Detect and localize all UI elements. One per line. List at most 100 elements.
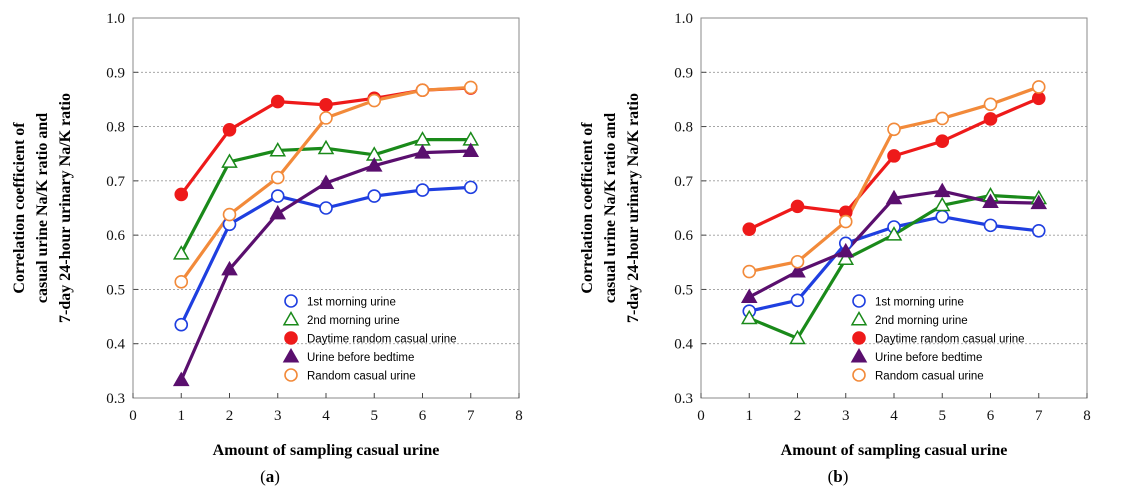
x-tick-label: 4	[890, 408, 898, 424]
x-axis-title: Amount of sampling casual urine	[213, 442, 440, 459]
data-point	[885, 189, 903, 205]
legend-item: Random casual urine	[852, 368, 984, 383]
x-tick-label: 7	[467, 408, 475, 424]
series-markers-4	[172, 142, 480, 387]
y-tick-label: 0.4	[674, 337, 693, 353]
y-axis-title-line: Correlation coefficient of	[11, 122, 28, 294]
data-point	[790, 254, 805, 269]
data-point	[269, 204, 287, 220]
data-point	[885, 226, 903, 241]
y-tick-label: 1.0	[106, 11, 125, 27]
legend-marker	[850, 310, 868, 326]
data-point	[269, 141, 287, 157]
y-tick-label: 0.6	[106, 228, 125, 244]
panel-label: (b)	[828, 467, 849, 486]
series-markers-2	[172, 131, 480, 260]
data-point	[415, 83, 430, 97]
legend-item: Daytime random casual urine	[852, 331, 1025, 346]
legend-marker	[850, 347, 868, 363]
legend-item: Daytime random casual urine	[284, 331, 457, 346]
data-point	[838, 214, 853, 229]
x-tick-label: 2	[794, 408, 802, 424]
x-tick-label: 3	[842, 408, 850, 424]
legend-item: Urine before bedtime	[850, 347, 982, 364]
data-point	[887, 149, 901, 163]
x-tick-label: 6	[987, 408, 995, 424]
data-point	[1031, 80, 1046, 94]
y-tick-label: 0.9	[106, 65, 125, 81]
series-markers-5	[174, 80, 478, 289]
data-point	[221, 153, 238, 168]
legend-marker	[282, 310, 300, 326]
data-point	[270, 189, 285, 203]
data-point	[740, 309, 758, 325]
y-tick-label: 0.7	[674, 174, 693, 190]
x-tick-label: 8	[515, 408, 523, 424]
data-point	[270, 170, 285, 185]
chart-a-svg: 0.3 0.4 0.5 0.6 0.7 0.8 0.9 1.0 0 1 2 3 4 5 6 7 8 1st mor…	[11, 11, 523, 486]
panel-label-open: (	[260, 467, 266, 486]
legend-marker	[284, 331, 298, 345]
chart-panel-b: 0.3 0.4 0.5 0.6 0.7 0.8 0.9 1.0 0 1 2 3 4 5 6 7 8 1st mor…	[568, 0, 1137, 493]
data-point	[1031, 91, 1046, 106]
data-point	[789, 263, 806, 278]
data-point	[222, 207, 237, 222]
legend-marker	[852, 331, 866, 345]
series-markers-3	[742, 91, 1046, 236]
y-axis-title-line: casual urine Na/K ratio and	[34, 113, 51, 303]
legend-item: 2nd morning urine	[850, 310, 968, 327]
panel-label-close: )	[274, 467, 280, 486]
y-tick-label: 0.3	[106, 391, 125, 407]
y-tick-label: 0.4	[106, 337, 125, 353]
panel-label-letter: b	[833, 467, 842, 486]
data-point	[174, 317, 189, 332]
legend-item: Random casual urine	[284, 368, 416, 383]
panel-label: (a)	[260, 467, 280, 486]
y-tick-label: 0.5	[674, 282, 693, 298]
legend-label: Daytime random casual urine	[307, 334, 457, 346]
data-point	[935, 209, 950, 224]
series-markers-5	[742, 80, 1046, 279]
chart-b-svg: 0.3 0.4 0.5 0.6 0.7 0.8 0.9 1.0 0 1 2 3 4 5 6 7 8 1st mor…	[579, 11, 1091, 486]
data-point	[789, 329, 806, 345]
data-point	[317, 139, 335, 155]
series-markers-1	[174, 180, 478, 332]
data-point	[367, 93, 382, 108]
x-tick-label: 1	[178, 408, 186, 424]
y-tick-label: 0.5	[106, 282, 125, 298]
data-point	[983, 97, 998, 112]
panel-label-close: )	[843, 467, 849, 486]
legend-marker	[284, 294, 298, 308]
x-axis-title: Amount of sampling casual urine	[781, 442, 1008, 459]
legend-marker	[852, 294, 866, 308]
data-point	[463, 180, 478, 195]
legend-item: 2nd morning urine	[282, 310, 400, 327]
data-point	[319, 201, 333, 215]
data-point	[983, 218, 998, 233]
y-tick-label: 0.7	[106, 174, 125, 190]
data-point	[367, 189, 382, 203]
data-point	[415, 183, 430, 197]
data-point	[462, 142, 480, 157]
legend: 1st morning urine 2nd morning urine Daytim…	[282, 294, 457, 383]
data-point	[742, 222, 757, 236]
data-point	[319, 111, 333, 125]
legend-item: 1st morning urine	[284, 294, 396, 309]
y-axis-title-line: Correlation coefficient of	[579, 122, 596, 294]
legend-marker	[282, 347, 300, 363]
legend-label: 1st morning urine	[307, 297, 396, 309]
y-tick-label: 0.8	[106, 120, 125, 136]
data-point	[317, 174, 335, 190]
y-tick-label: 0.8	[674, 120, 693, 136]
legend-label: Random casual urine	[307, 371, 416, 383]
y-axis-title-line: casual urine Na/K ratio and	[602, 113, 619, 303]
data-point	[174, 275, 189, 289]
legend-label: 2nd morning urine	[307, 315, 400, 327]
data-point	[935, 134, 950, 149]
data-point	[319, 98, 333, 112]
data-point	[935, 111, 950, 126]
data-point	[837, 250, 855, 266]
data-point	[790, 199, 805, 214]
x-tick-label: 5	[939, 408, 947, 424]
data-point	[982, 193, 999, 209]
